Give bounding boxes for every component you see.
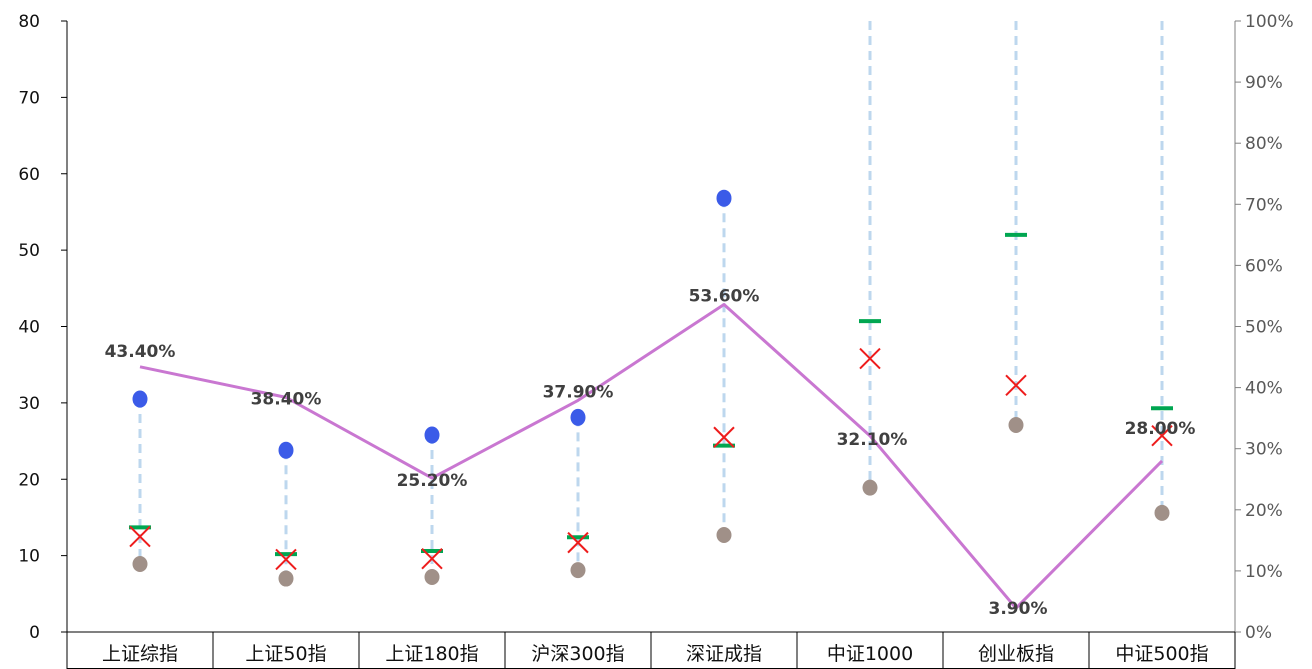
percentage-data-label: 37.90%	[543, 382, 614, 402]
left-tick-label: 70	[18, 88, 40, 108]
axes: 0 10 20 30 40 50 60 70 80 0% 10% 20% 30% 40% 50% 60% 70%…	[18, 12, 1293, 643]
x-marker	[713, 426, 735, 448]
percentage-data-label: 38.40%	[251, 389, 322, 409]
category-label: 创业板指	[978, 643, 1054, 665]
right-tick-label: 20%	[1245, 501, 1283, 521]
low-point	[862, 479, 878, 496]
percentage-data-label: 25.20%	[397, 471, 468, 491]
x-marker	[275, 548, 297, 571]
percentage-data-label: 28.00%	[1125, 419, 1196, 439]
low-point	[716, 527, 732, 544]
low-point	[570, 562, 586, 579]
high-point	[424, 426, 440, 444]
right-tick-label: 30%	[1245, 440, 1283, 460]
high-point	[716, 189, 732, 207]
x-marker	[421, 547, 443, 570]
left-tick-label: 50	[18, 241, 40, 261]
percentage-line	[139, 303, 1164, 610]
category-label: 上证180指	[385, 643, 478, 665]
x-marker	[567, 531, 589, 554]
x-marker	[129, 525, 151, 548]
percentage-data-label: 3.90%	[989, 599, 1048, 619]
high-point	[570, 408, 586, 426]
category-label: 上证50指	[245, 643, 326, 665]
right-tick-label: 50%	[1245, 318, 1283, 338]
data-labels: 43.40% 38.40% 25.20% 37.90% 53.60% 32.10% 3.90…	[105, 287, 1196, 619]
right-tick-label: 80%	[1245, 134, 1283, 154]
right-tick-label: 70%	[1245, 195, 1283, 215]
left-tick-label: 30	[18, 394, 40, 414]
right-tick-label: 10%	[1245, 562, 1283, 582]
low-point	[132, 556, 148, 573]
x-marker	[1005, 374, 1027, 397]
low-point	[424, 569, 440, 586]
category-label: 上证综指	[102, 643, 178, 665]
x-marker	[859, 347, 881, 370]
category-label: 中证500指	[1115, 643, 1208, 665]
left-tick-label: 40	[18, 318, 40, 338]
range-lines	[138, 21, 1164, 579]
category-label: 沪深300指	[531, 643, 624, 665]
markers	[129, 189, 1173, 587]
left-tick-label: 80	[18, 12, 40, 32]
category-axis: 上证综指 上证50指 上证180指 沪深300指 深证成指 中证1000 创业板指 中证500…	[66, 631, 1236, 669]
percentage-series-line	[139, 303, 1164, 610]
right-tick-label: 100%	[1245, 12, 1294, 32]
left-tick-label: 60	[18, 165, 40, 185]
right-tick-label: 60%	[1245, 256, 1283, 276]
category-label: 深证成指	[686, 643, 762, 665]
high-point	[278, 441, 294, 459]
low-point	[278, 570, 294, 587]
low-point	[1008, 417, 1024, 434]
percentage-data-label: 43.40%	[105, 342, 176, 362]
left-tick-label: 10	[18, 547, 40, 567]
right-tick-label: 40%	[1245, 379, 1283, 399]
high-point	[132, 390, 148, 408]
percentage-data-label: 53.60%	[689, 287, 760, 307]
low-point	[1154, 504, 1170, 521]
x-marker	[1151, 425, 1173, 447]
right-tick-label: 90%	[1245, 73, 1283, 93]
left-tick-label: 0	[29, 623, 40, 643]
percentage-data-label: 32.10%	[837, 430, 908, 450]
category-label: 中证1000	[827, 643, 913, 665]
right-tick-label: 0%	[1245, 623, 1272, 643]
left-tick-label: 20	[18, 470, 40, 490]
